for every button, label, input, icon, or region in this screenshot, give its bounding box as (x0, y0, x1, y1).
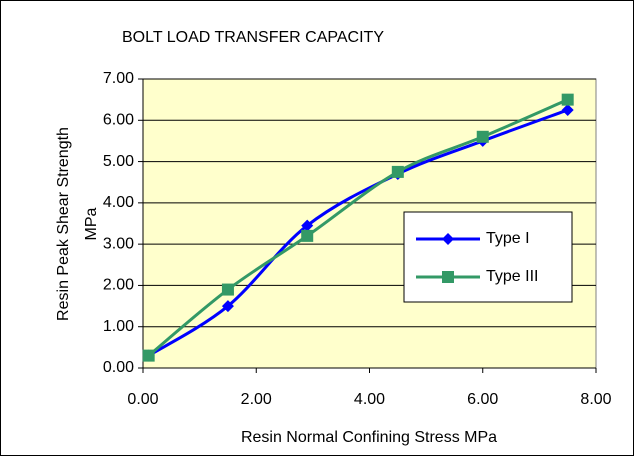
marker (476, 130, 489, 143)
legend (403, 211, 573, 303)
y-tick-label: 2.00 (103, 277, 134, 294)
x-tick-label: 2.00 (241, 391, 272, 408)
legend-label: Type III (486, 268, 538, 285)
x-axis-label: Resin Normal Confining Stress MPa (241, 429, 497, 446)
y-tick-label: 1.00 (103, 318, 134, 335)
marker (442, 271, 454, 283)
y-tick-label: 5.00 (103, 153, 134, 170)
marker (221, 283, 234, 296)
y-tick-label: 7.00 (103, 70, 134, 87)
marker (221, 300, 234, 313)
legend-label: Type I (486, 230, 530, 247)
y-tick-label: 0.00 (103, 359, 134, 376)
y-tick-label: 6.00 (103, 112, 134, 129)
y-tick-label: 4.00 (103, 194, 134, 211)
y-tick-label: 3.00 (103, 235, 134, 252)
marker (391, 165, 404, 178)
x-tick-label: 8.00 (580, 391, 611, 408)
y-axis-label: MPa (83, 207, 100, 240)
marker (442, 233, 454, 245)
marker (561, 103, 574, 116)
x-tick-label: 6.00 (467, 391, 498, 408)
y-axis-label: Resin Peak Shear Strength (55, 127, 72, 321)
chart-title: BOLT LOAD TRANSFER CAPACITY (122, 29, 384, 46)
x-tick-label: 4.00 (354, 391, 385, 408)
marker (142, 349, 155, 362)
x-tick-label: 0.00 (127, 391, 158, 408)
marker (301, 219, 314, 232)
marker (561, 93, 574, 106)
marker (301, 229, 314, 242)
